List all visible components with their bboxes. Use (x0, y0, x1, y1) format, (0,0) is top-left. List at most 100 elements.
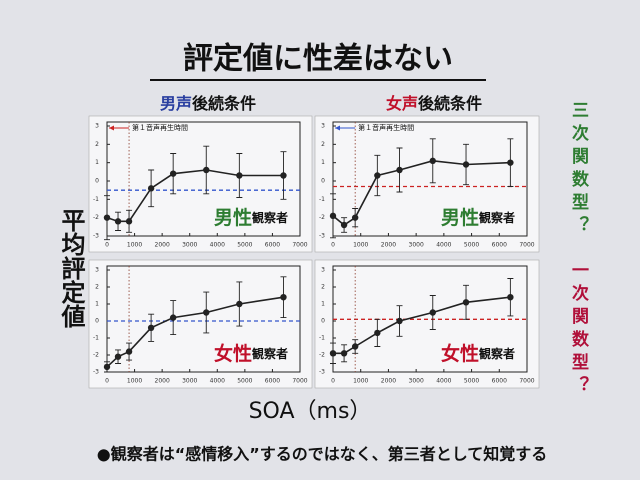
observer-sex: 男性 (214, 206, 252, 229)
data-point (169, 170, 177, 177)
annotation: 第１音声再生時間 (358, 123, 414, 132)
x-tick-label: 5000 (464, 242, 479, 249)
y-tick-label: 0 (321, 318, 325, 325)
arrow-head (109, 125, 114, 131)
data-point (147, 185, 155, 192)
observer-sex: 男性 (441, 206, 479, 229)
x-tick-label: 0 (105, 378, 109, 385)
x-tick-label: 5000 (237, 242, 252, 249)
x-tick-label: 7000 (519, 378, 534, 385)
data-point (114, 218, 122, 225)
data-point (340, 221, 348, 229)
x-tick-label: 5000 (237, 378, 252, 385)
data-point (507, 159, 514, 166)
y-tick-label: -2 (93, 352, 99, 359)
y-tick-label: -1 (93, 196, 99, 203)
y-tick-label: 3 (321, 123, 325, 130)
condition: 後続条件 (192, 94, 256, 113)
y-tick-label: 3 (95, 123, 99, 130)
data-point (462, 161, 470, 168)
y-tick-label: 3 (95, 267, 99, 274)
data-point (351, 214, 359, 221)
condition: 後続条件 (418, 94, 482, 113)
data-point (351, 343, 359, 350)
side-label: 三次関数型？ (568, 101, 589, 239)
y-tick-label: 1 (321, 159, 325, 166)
x-tick-label: 4000 (436, 242, 451, 249)
data-point (374, 172, 381, 179)
data-point (462, 299, 470, 306)
x-tick-label: 1000 (127, 242, 142, 249)
data-point (507, 294, 514, 301)
x-tick-label: 1000 (353, 378, 368, 385)
y-tick-label: -2 (93, 214, 99, 221)
x-tick-label: 1000 (353, 242, 368, 249)
data-point (236, 172, 243, 179)
x-tick-label: 2000 (155, 242, 170, 249)
data-point (125, 218, 133, 225)
observer: 観察者 (252, 210, 288, 225)
x-tick-label: 2000 (381, 378, 396, 385)
data-point (147, 324, 155, 331)
arrow-head (335, 125, 340, 131)
observer: 観察者 (479, 346, 515, 361)
slide-title: 評定値に性差はない (183, 42, 453, 77)
y-tick-label: -1 (93, 335, 99, 342)
y-tick-label: 1 (95, 301, 99, 308)
data-point (429, 157, 436, 165)
panel (88, 115, 313, 253)
x-tick-label: 3000 (182, 242, 197, 249)
x-tick-label: 3000 (409, 378, 424, 385)
y-tick-label: -2 (319, 352, 325, 359)
x-tick-label: 6000 (492, 242, 507, 249)
panel (88, 259, 313, 389)
panel-label: 男性観察者 (214, 206, 288, 229)
data-point (103, 363, 111, 371)
data-point (203, 166, 210, 174)
panel-label: 女性観察者 (441, 342, 515, 365)
col-header: 男声後続条件 (160, 94, 256, 113)
x-tick-label: 0 (331, 378, 335, 385)
voice: 男声 (160, 94, 192, 113)
x-tick-label: 2000 (155, 378, 170, 385)
x-tick-label: 4000 (436, 378, 451, 385)
data-point (396, 317, 403, 325)
y-tick-label: 3 (321, 267, 325, 274)
plot-area (106, 265, 301, 373)
data-point (125, 348, 133, 355)
annotation: 第１音声再生時間 (132, 123, 188, 132)
y-tick-label: 2 (95, 284, 99, 291)
y-tick-label: 1 (95, 159, 99, 166)
data-point (340, 350, 348, 357)
x-tick-label: 0 (331, 242, 335, 249)
x-tick-label: 1000 (127, 378, 142, 385)
data-point (203, 309, 210, 316)
observer-sex: 女性 (214, 342, 252, 365)
observer: 観察者 (479, 210, 515, 225)
panel-label: 女性観察者 (214, 342, 288, 365)
panel (314, 115, 540, 253)
x-tick-label: 7000 (292, 242, 307, 249)
x-tick-label: 5000 (464, 378, 479, 385)
observer: 観察者 (252, 346, 288, 361)
x-tick-label: 7000 (292, 378, 307, 385)
x-tick-label: 6000 (492, 378, 507, 385)
plot-area (332, 121, 528, 237)
data-point (280, 172, 287, 179)
x-tick-label: 6000 (265, 378, 280, 385)
voice: 女声 (386, 94, 418, 113)
x-tick-label: 7000 (519, 242, 534, 249)
data-point (114, 353, 122, 360)
y-tick-label: -3 (93, 233, 99, 240)
y-tick-label: -3 (319, 233, 325, 240)
side-label: 一次関数型？ (568, 261, 589, 399)
x-tick-label: 4000 (210, 242, 225, 249)
x-axis-label: SOA（ms） (249, 399, 372, 424)
y-tick-label: -1 (319, 335, 325, 342)
data-point (329, 350, 337, 357)
data-point (396, 166, 403, 174)
y-tick-label: -3 (319, 369, 325, 376)
data-point (169, 314, 177, 321)
